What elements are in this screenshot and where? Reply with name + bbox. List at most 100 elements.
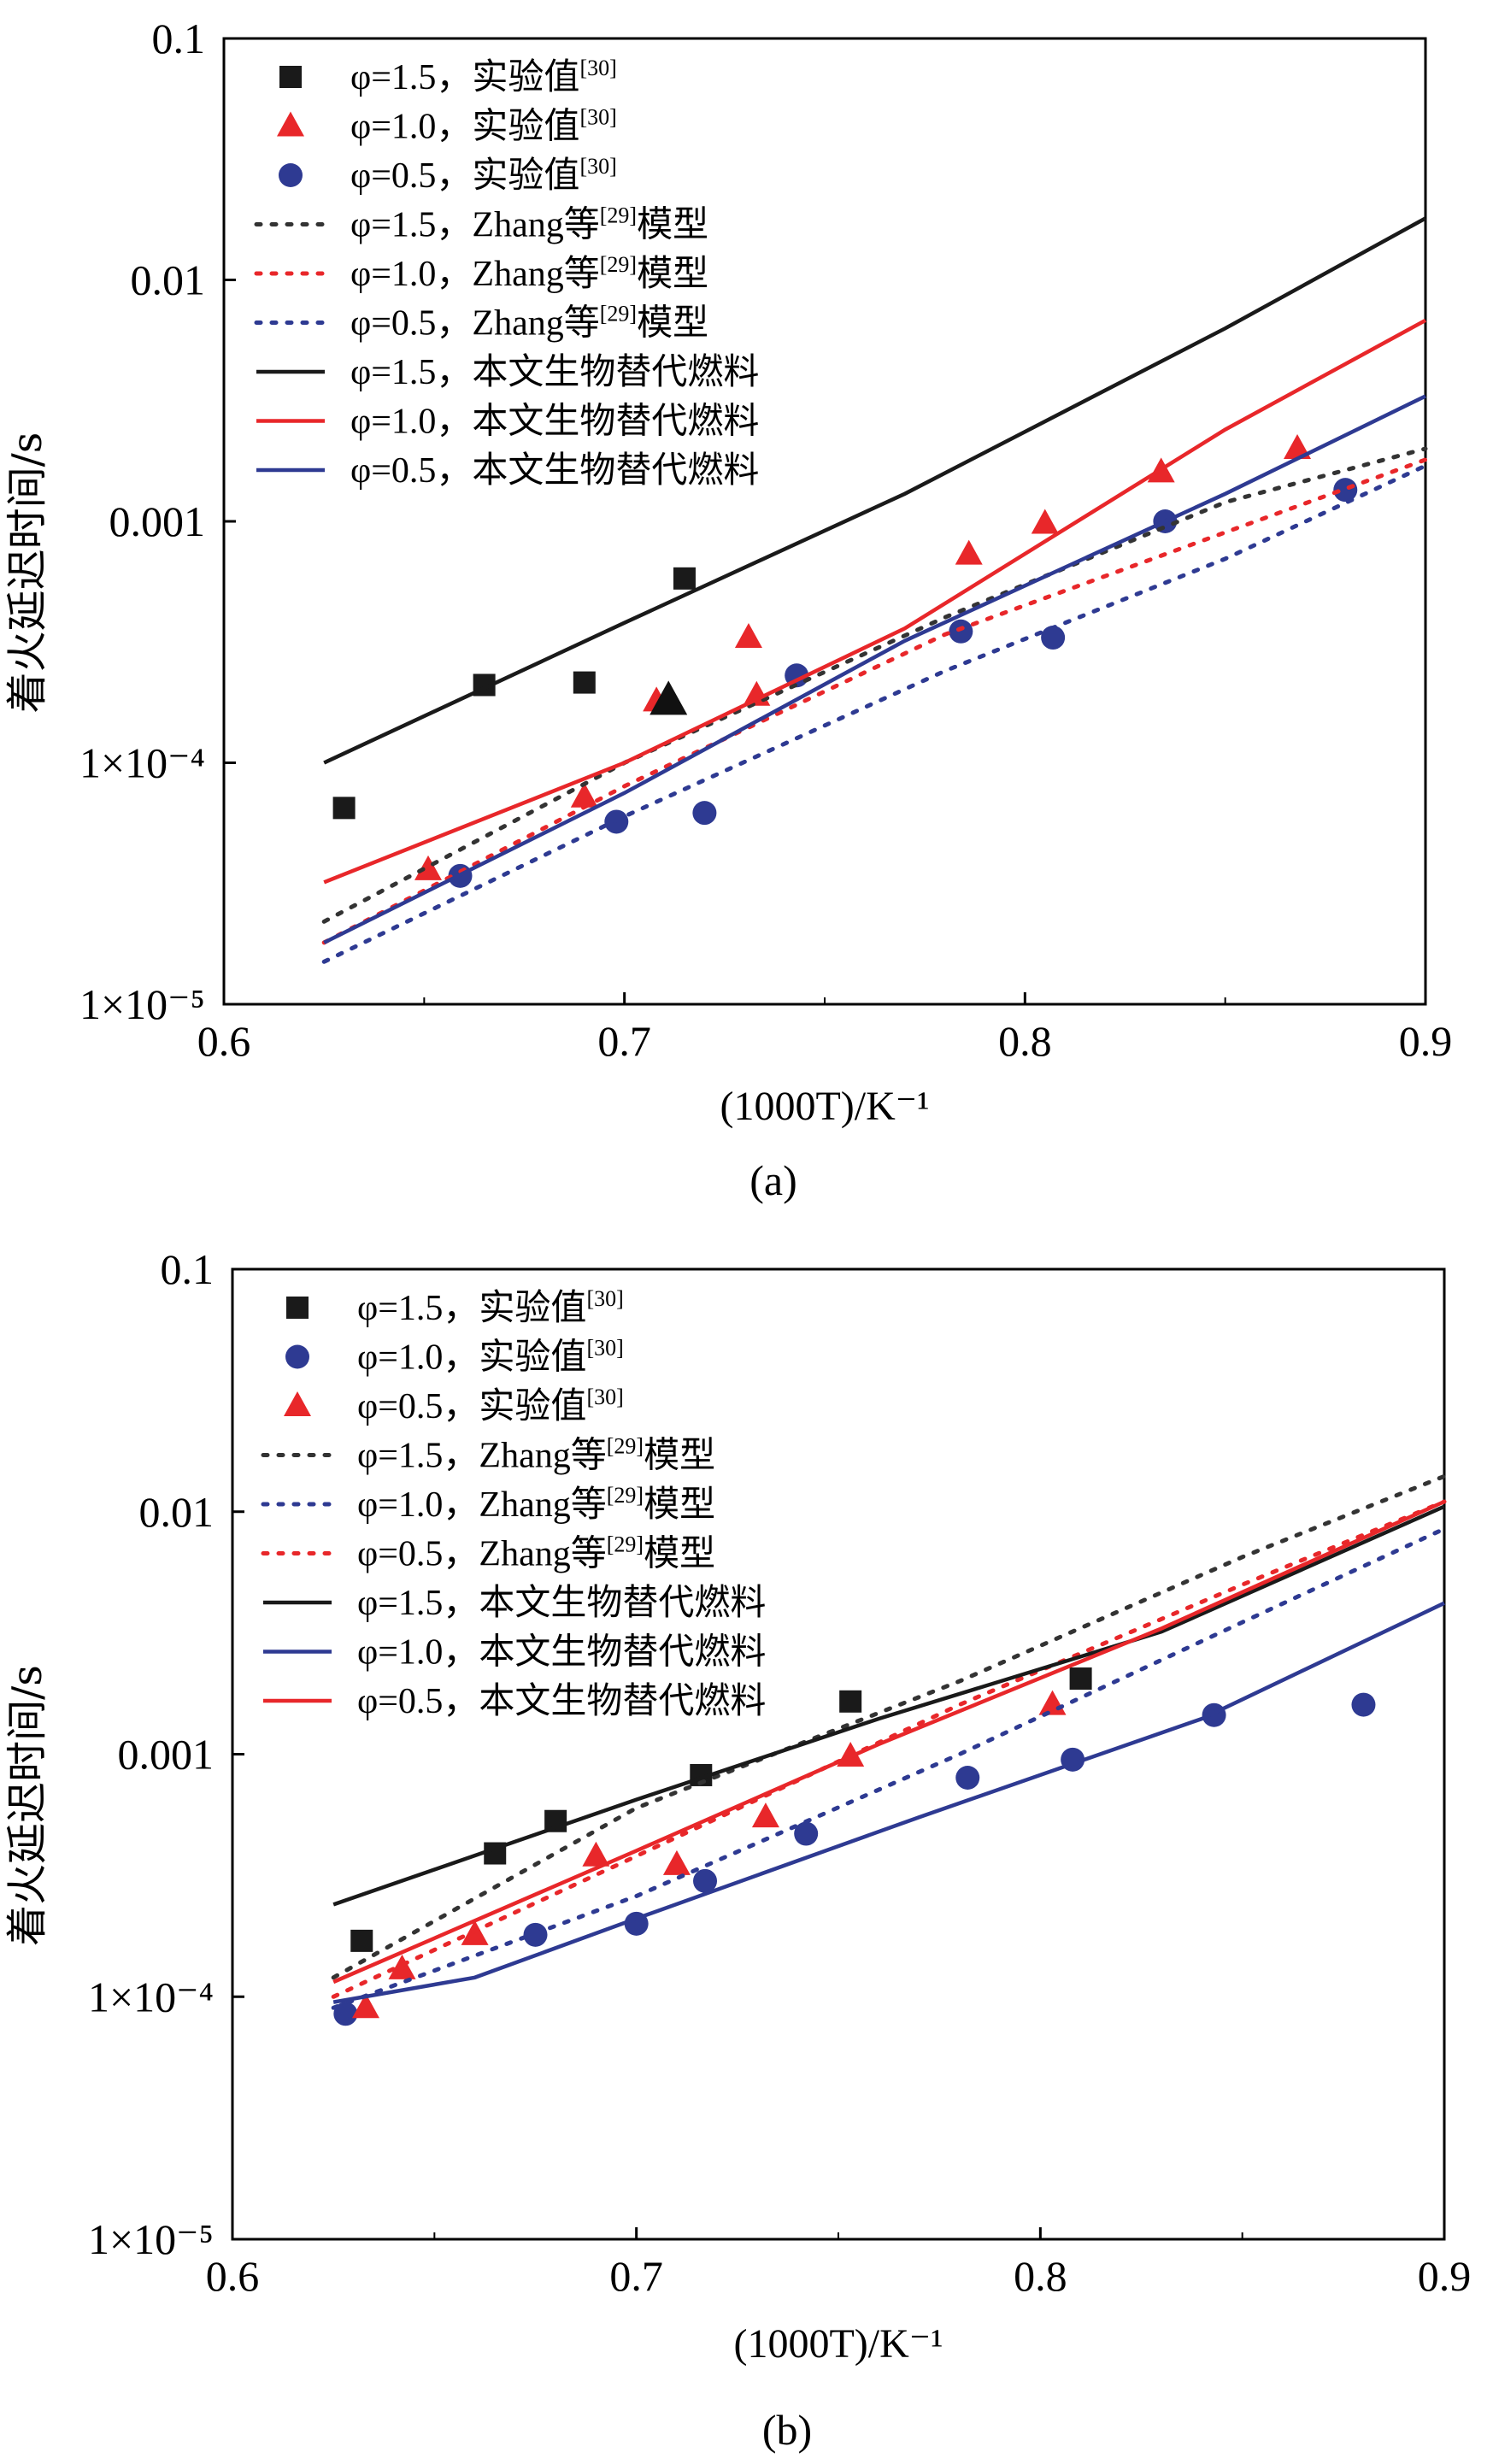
legend-label: φ=0.5，本文生物替代燃料 bbox=[357, 1681, 766, 1721]
legend-label: φ=1.0，Zhang等[29]模型 bbox=[350, 252, 708, 294]
legend-marker-swatch bbox=[284, 1391, 311, 1416]
series-8 bbox=[323, 394, 1426, 944]
y-tick-label: 1×10⁻⁴ bbox=[79, 739, 205, 787]
data-point bbox=[751, 1802, 779, 1828]
data-point bbox=[734, 623, 762, 649]
data-point bbox=[333, 2002, 358, 2026]
legend-entry: φ=1.5，本文生物替代燃料 bbox=[263, 1583, 766, 1623]
data-point bbox=[350, 1929, 373, 1952]
y-axis-title: 着火延迟时间/s bbox=[3, 432, 51, 714]
series-6 bbox=[332, 1504, 1445, 1907]
legend-label: φ=0.5，Zhang等[29]模型 bbox=[357, 1532, 715, 1574]
chart-panel-a: 0.6 0.7 0.8 0.9 1×10⁻⁵ 1×10⁻⁴ 0.001 0.01 0.1 (100… bbox=[3, 15, 1452, 1204]
legend-entry: φ=0.5，本文生物替代燃料 bbox=[263, 1681, 766, 1721]
series-line bbox=[331, 1499, 1447, 1999]
legend-label: φ=1.5，实验值[30] bbox=[357, 1286, 624, 1328]
legend-label: φ=1.0，实验值[30] bbox=[357, 1336, 624, 1378]
legend-label: φ=1.5，本文生物替代燃料 bbox=[357, 1583, 766, 1623]
data-point bbox=[1069, 1667, 1092, 1691]
legend-entry: φ=0.5，实验值[30] bbox=[284, 1385, 624, 1426]
series-line bbox=[331, 1526, 1447, 2010]
series-line bbox=[321, 457, 1428, 945]
series-6 bbox=[323, 216, 1427, 765]
y-tick-label: 1×10⁻⁵ bbox=[88, 2215, 214, 2263]
data-point bbox=[839, 1690, 862, 1713]
x-tick-label: 0.6 bbox=[206, 2252, 260, 2300]
x-axis-title: (1000T)/K⁻¹ bbox=[720, 1084, 929, 1129]
legend-label: φ=0.5，本文生物替代燃料 bbox=[350, 450, 759, 491]
series-8 bbox=[332, 1499, 1445, 1985]
legend-label: φ=1.5，实验值[30] bbox=[350, 56, 617, 97]
panel-label: (a) bbox=[749, 1156, 797, 1204]
series-line bbox=[323, 394, 1426, 944]
data-point bbox=[388, 1954, 416, 1979]
data-point bbox=[794, 1821, 819, 1846]
series-5 bbox=[321, 463, 1428, 964]
series-1 bbox=[414, 433, 1312, 880]
series-line bbox=[321, 463, 1428, 964]
y-axis-title: 着火延迟时间/s bbox=[3, 1665, 51, 1946]
legend-label: φ=0.5，实验值[30] bbox=[357, 1385, 624, 1426]
y-tick-label: 0.01 bbox=[139, 1488, 215, 1536]
series-line bbox=[332, 1504, 1445, 1907]
series-line bbox=[332, 1499, 1445, 1985]
legend: φ=1.5，实验值[30] φ=1.0，实验值[30] φ=0.5，实验值[30] φ… bbox=[254, 56, 759, 491]
y-tick-label: 0.01 bbox=[131, 256, 206, 304]
series-line bbox=[323, 216, 1427, 765]
legend-entry: φ=1.5，本文生物替代燃料 bbox=[256, 352, 759, 392]
data-point bbox=[414, 855, 443, 880]
series-3 bbox=[321, 446, 1428, 924]
data-point bbox=[955, 1765, 980, 1790]
series-line bbox=[332, 1601, 1445, 2004]
data-point bbox=[1041, 626, 1066, 650]
data-point bbox=[662, 1849, 691, 1875]
data-point bbox=[582, 1841, 610, 1867]
data-point bbox=[351, 1993, 379, 2019]
x-tick-label: 0.9 bbox=[1399, 1017, 1453, 1065]
legend-label: φ=1.5，本文生物替代燃料 bbox=[350, 352, 759, 392]
legend-entry: φ=0.5，本文生物替代燃料 bbox=[256, 450, 759, 491]
legend-entry: φ=1.5，实验值[30] bbox=[279, 56, 617, 97]
legend-entry: φ=1.0，本文生物替代燃料 bbox=[263, 1632, 766, 1673]
data-point bbox=[1284, 433, 1312, 459]
chart-panel-b: 0.6 0.7 0.8 0.9 1×10⁻⁵ 1×10⁻⁴ 0.001 0.01 0.1 (100… bbox=[3, 1245, 1471, 2454]
series-7 bbox=[323, 318, 1427, 885]
legend-label: φ=1.5，Zhang等[29]模型 bbox=[350, 203, 708, 245]
series-line bbox=[323, 318, 1427, 885]
x-tick-label: 0.8 bbox=[1014, 2252, 1067, 2300]
y-tick-label: 1×10⁻⁴ bbox=[88, 1973, 214, 2020]
series-line bbox=[321, 446, 1428, 924]
legend-marker-swatch bbox=[279, 66, 302, 88]
y-tick-label: 0.1 bbox=[152, 15, 206, 62]
legend-marker-swatch bbox=[279, 163, 303, 187]
legend-entry: φ=1.0，Zhang等[29]模型 bbox=[254, 252, 708, 294]
annotation-marker bbox=[650, 680, 688, 715]
data-point bbox=[570, 782, 598, 808]
legend-label: φ=0.5，实验值[30] bbox=[350, 154, 617, 196]
legend-entry: φ=1.0，实验值[30] bbox=[277, 105, 617, 147]
legend-entry: φ=1.5，Zhang等[29]模型 bbox=[261, 1434, 715, 1476]
series-3 bbox=[331, 1473, 1447, 1980]
legend: φ=1.5，实验值[30] φ=1.0，实验值[30] φ=0.5，实验值[30] φ… bbox=[261, 1286, 766, 1721]
legend-entry: φ=0.5，Zhang等[29]模型 bbox=[261, 1532, 715, 1574]
x-tick-label: 0.8 bbox=[998, 1017, 1052, 1065]
data-point bbox=[949, 619, 973, 644]
x-axis-title: (1000T)/K⁻¹ bbox=[733, 2321, 943, 2367]
legend-label: φ=1.0，本文生物替代燃料 bbox=[357, 1632, 766, 1673]
data-point bbox=[955, 539, 983, 565]
data-point bbox=[693, 1868, 718, 1893]
legend-entry: φ=1.0，本文生物替代燃料 bbox=[256, 402, 759, 442]
legend-entry: φ=1.5，实验值[30] bbox=[286, 1286, 624, 1328]
y-tick-label: 0.001 bbox=[118, 1731, 215, 1779]
legend-marker-swatch bbox=[286, 1297, 309, 1319]
series-line bbox=[331, 1473, 1447, 1980]
series-4 bbox=[321, 457, 1428, 945]
data-point bbox=[573, 671, 596, 694]
legend-entry: φ=1.0，实验值[30] bbox=[285, 1336, 624, 1378]
legend-entry: φ=0.5，Zhang等[29]模型 bbox=[254, 302, 708, 344]
legend-entry: φ=1.0，Zhang等[29]模型 bbox=[261, 1483, 715, 1525]
legend-label: φ=0.5，Zhang等[29]模型 bbox=[350, 302, 708, 344]
x-tick-label: 0.9 bbox=[1418, 2252, 1472, 2300]
data-point bbox=[332, 797, 356, 820]
